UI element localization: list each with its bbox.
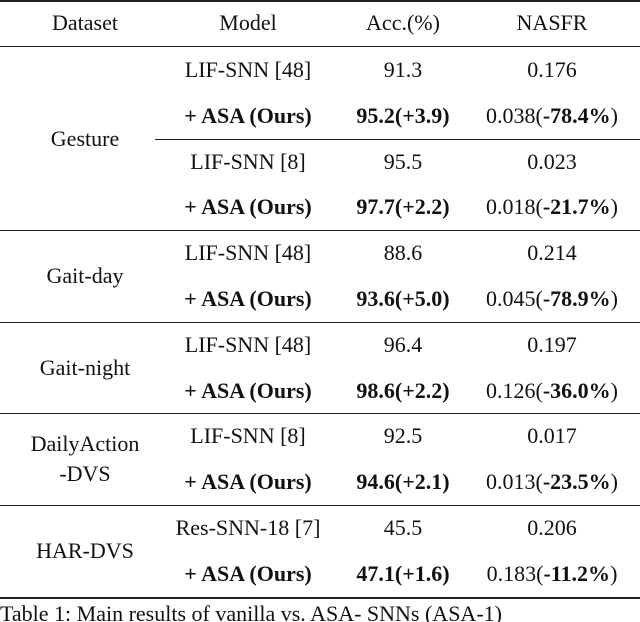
acc-cell: 97.7(+2.2) <box>356 194 450 220</box>
nasfr-cell: 0.214 <box>527 238 577 268</box>
header-cell: Acc.(%) <box>366 10 440 35</box>
nasfr-value: 0.197 <box>527 331 577 357</box>
model-cell: + ASA (Ours) <box>184 102 312 128</box>
header-cell: Model <box>219 10 277 35</box>
nasfr-value: 0.126 <box>486 377 536 403</box>
nasfr-cell: 0.197 <box>527 330 577 360</box>
acc-cell: 95.5 <box>383 148 423 174</box>
nasfr-change: -11.2% <box>536 561 617 586</box>
nasfr-value: 0.023 <box>527 148 577 174</box>
model-cell: LIF-SNN [48] <box>184 56 312 82</box>
acc-cell: 91.3 <box>383 56 423 82</box>
nasfr-value: 0.183 <box>486 560 537 586</box>
acc-cell: 93.6(+5.0) <box>356 285 450 311</box>
group-rule <box>0 321 640 323</box>
nasfr-change-value: -21.7% <box>542 194 611 220</box>
dataset-line: Gesture <box>50 125 120 151</box>
nasfr-value: 0.176 <box>527 56 577 82</box>
nasfr-cell: 0.176 <box>527 55 577 85</box>
nasfr-cell: 0.018-21.7% <box>486 192 618 222</box>
nasfr-value: 0.018 <box>486 194 536 220</box>
nasfr-cell: 0.023 <box>527 147 577 177</box>
nasfr-cell: 0.038-78.4% <box>486 101 618 131</box>
nasfr-change-value: -78.4% <box>542 102 611 128</box>
model-cell: + ASA (Ours) <box>184 560 312 586</box>
group-rule <box>0 230 640 232</box>
acc-cell: 96.4 <box>383 331 423 357</box>
dataset-cell: DailyAction -DVS <box>31 429 140 489</box>
header-cell: Dataset <box>52 10 118 35</box>
model-cell: LIF-SNN [48] <box>184 240 312 266</box>
acc-cell: 92.5 <box>383 423 423 449</box>
dataset-line: Gait-night <box>39 354 131 380</box>
sub-rule <box>155 138 640 140</box>
nasfr-change: -23.5% <box>536 469 618 494</box>
nasfr-value: 0.038 <box>486 102 536 128</box>
dataset-cell: Gait-day <box>47 261 124 291</box>
top-rule <box>0 0 640 2</box>
acc-cell: 94.6(+2.1) <box>356 469 450 495</box>
model-cell: + ASA (Ours) <box>184 194 312 220</box>
nasfr-cell: 0.013-23.5% <box>486 467 618 497</box>
nasfr-change: -78.9% <box>536 286 618 311</box>
acc-cell: 98.6(+2.2) <box>356 377 450 403</box>
nasfr-cell: 0.017 <box>527 421 577 451</box>
nasfr-change-value: -78.9% <box>542 285 611 311</box>
dataset-cell: Gait-night <box>40 353 130 383</box>
nasfr-value: 0.206 <box>527 514 577 540</box>
dataset-line: HAR-DVS <box>36 537 134 563</box>
nasfr-change-value: -36.0% <box>542 377 611 403</box>
nasfr-cell: 0.206 <box>527 513 577 543</box>
group-rule <box>0 413 640 415</box>
nasfr-change-value: -23.5% <box>542 469 611 495</box>
header-cell: NASFR <box>516 10 588 35</box>
nasfr-value: 0.214 <box>527 240 577 266</box>
nasfr-change: -36.0% <box>536 378 618 403</box>
nasfr-change: -78.4% <box>536 103 618 128</box>
acc-cell: 95.2(+3.9) <box>356 102 450 128</box>
model-cell: + ASA (Ours) <box>184 285 312 311</box>
nasfr-value: 0.017 <box>527 423 577 449</box>
model-cell: LIF-SNN [8] <box>190 423 306 449</box>
acc-cell: 45.5 <box>383 514 423 540</box>
nasfr-change: -21.7% <box>536 194 618 219</box>
dataset-line: -DVS <box>59 461 111 487</box>
nasfr-change-value: -11.2% <box>543 560 611 586</box>
dataset-line: Gait-day <box>46 263 124 288</box>
model-cell: LIF-SNN [48] <box>184 331 312 357</box>
group-rule <box>0 505 640 506</box>
bottom-rule <box>0 596 640 599</box>
dataset-cell: Gesture <box>51 124 119 154</box>
acc-cell: 47.1(+1.6) <box>356 560 450 586</box>
nasfr-cell: 0.045-78.9% <box>486 284 618 314</box>
nasfr-cell: 0.126-36.0% <box>486 376 618 406</box>
model-cell: + ASA (Ours) <box>184 377 312 403</box>
dataset-line: DailyAction <box>30 431 140 457</box>
model-cell: LIF-SNN [8] <box>190 148 306 174</box>
model-cell: + ASA (Ours) <box>184 469 312 495</box>
model-cell: Res-SNN-18 [7] <box>175 514 321 540</box>
caption: Table 1: Main results of vanilla vs. ASA… <box>0 601 502 622</box>
dataset-cell: HAR-DVS <box>36 536 134 566</box>
acc-cell: 88.6 <box>383 240 423 266</box>
header-rule <box>0 46 640 47</box>
nasfr-value: 0.013 <box>486 469 536 495</box>
nasfr-value: 0.045 <box>486 285 536 311</box>
nasfr-cell: 0.183-11.2% <box>487 559 618 589</box>
